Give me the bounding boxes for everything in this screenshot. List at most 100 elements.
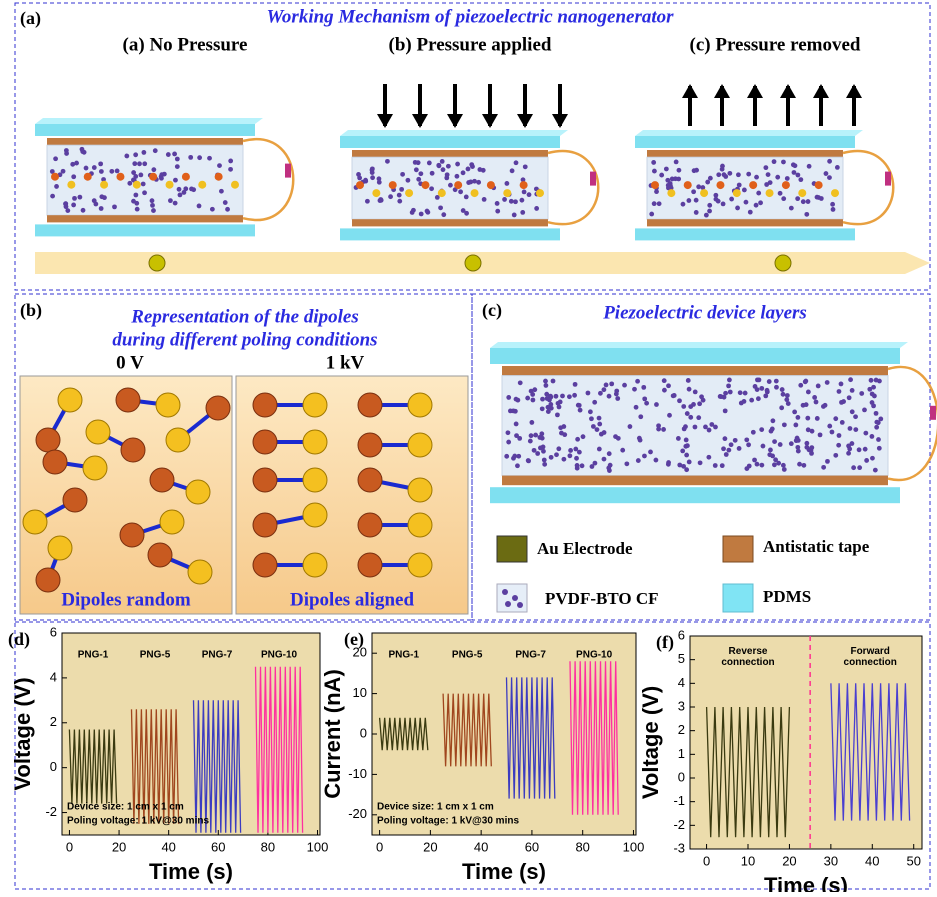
dipole <box>356 181 364 189</box>
particle <box>742 399 747 404</box>
particle <box>652 201 657 206</box>
particle <box>636 458 641 463</box>
particle <box>789 206 794 211</box>
y-tick-label: 3 <box>678 698 685 713</box>
x-tick-label: 60 <box>525 839 539 854</box>
particle <box>99 206 104 211</box>
particle <box>544 383 549 388</box>
x-tick-label: 20 <box>782 853 796 868</box>
particle <box>225 207 230 212</box>
particle <box>642 454 647 459</box>
particle <box>533 433 538 438</box>
particle <box>441 212 446 217</box>
particle <box>523 164 528 169</box>
particle <box>638 414 643 419</box>
tape <box>352 219 548 226</box>
particle <box>551 379 556 384</box>
particle <box>572 393 577 398</box>
particle <box>862 408 867 413</box>
particle <box>776 461 781 466</box>
particle <box>210 207 215 212</box>
y-tick-label: 20 <box>353 645 367 660</box>
negative-charge <box>358 433 382 457</box>
particle <box>458 189 463 194</box>
particle <box>543 379 548 384</box>
particle <box>696 184 701 189</box>
particle <box>397 193 402 198</box>
particle <box>755 387 760 392</box>
stage-label: (c) Pressure removed <box>690 34 861 55</box>
panel-title: Working Mechanism of piezoelectric nanog… <box>266 6 674 27</box>
particle <box>706 455 711 460</box>
particle <box>601 387 606 392</box>
particle <box>729 442 734 447</box>
particle <box>370 166 375 171</box>
particle <box>774 385 779 390</box>
state-label: 1 kV <box>326 352 365 373</box>
panel-b: (b) Representation of the dipoles during… <box>15 294 472 620</box>
particle <box>816 384 821 389</box>
positive-charge <box>408 513 432 537</box>
particle <box>141 150 146 155</box>
x-axis-label: Time (s) <box>149 859 233 884</box>
particle <box>593 461 598 466</box>
legend-label: Antistatic tape <box>763 537 870 556</box>
particle <box>684 438 689 443</box>
particle <box>172 152 177 157</box>
device <box>340 130 598 240</box>
negative-charge <box>253 553 277 577</box>
particle <box>654 402 659 407</box>
particle <box>637 436 642 441</box>
arrow-head <box>780 84 796 98</box>
particle <box>546 409 551 414</box>
particle <box>729 197 734 202</box>
particle <box>798 383 803 388</box>
negative-charge <box>358 393 382 417</box>
dipole <box>520 181 528 189</box>
negative-charge <box>148 543 172 567</box>
particle <box>378 197 383 202</box>
particle <box>554 394 559 399</box>
particle <box>686 378 691 383</box>
particle <box>173 201 178 206</box>
particle <box>388 194 393 199</box>
particle <box>850 409 855 414</box>
positive-charge <box>186 480 210 504</box>
particle <box>526 458 531 463</box>
particle <box>804 212 809 217</box>
positive-charge <box>86 420 110 444</box>
series-label: PNG-1 <box>388 650 419 661</box>
particle <box>558 400 563 405</box>
x-tick-label: 30 <box>824 853 838 868</box>
positive-charge <box>58 388 82 412</box>
series-label: Forward connection <box>840 646 900 668</box>
particle <box>504 181 509 186</box>
particle <box>598 391 603 396</box>
particle <box>429 186 434 191</box>
caption: Dipoles aligned <box>290 589 414 610</box>
arrow-head <box>846 84 862 98</box>
dipole <box>831 189 839 197</box>
particle <box>597 416 602 421</box>
particle <box>691 189 696 194</box>
pressure-arrow <box>377 84 393 128</box>
particle <box>747 464 752 469</box>
particle <box>615 396 620 401</box>
x-axis-label: Time (s) <box>764 873 848 892</box>
particle <box>703 425 708 430</box>
y-tick-label: 6 <box>678 627 685 642</box>
particle <box>683 424 688 429</box>
x-tick-label: 60 <box>211 839 225 854</box>
particle <box>716 172 721 177</box>
particle <box>72 196 77 201</box>
particle <box>744 200 749 205</box>
particle <box>654 458 659 463</box>
particle <box>532 448 537 453</box>
particle <box>778 191 783 196</box>
particle <box>159 176 164 181</box>
particle <box>728 390 733 395</box>
particle <box>720 463 725 468</box>
particle <box>469 162 474 167</box>
pdms <box>35 118 263 124</box>
particle <box>513 199 518 204</box>
